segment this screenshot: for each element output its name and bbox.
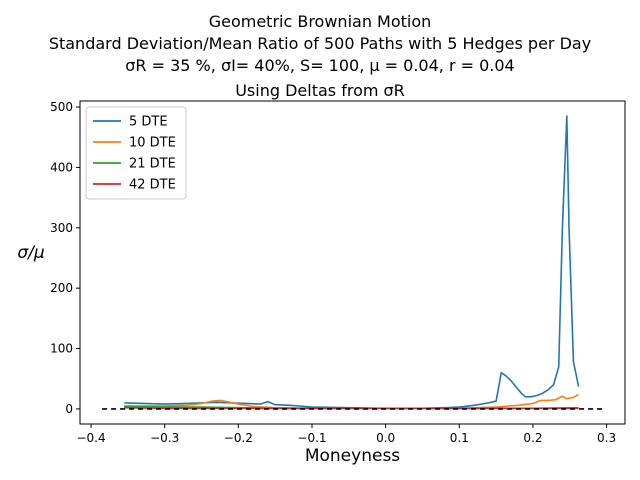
series-line-2 <box>124 393 580 410</box>
x-tick-label: 0.2 <box>523 431 542 445</box>
x-tick-label: 0.0 <box>376 431 395 445</box>
y-tick-label: 200 <box>50 281 73 295</box>
y-tick-label: 100 <box>50 342 73 356</box>
legend: 5 DTE 10 DTE 21 DTE 42 DTE <box>85 106 187 200</box>
chart-title-line-2: Standard Deviation/Mean Ratio of 500 Pat… <box>48 34 592 53</box>
param-sigma-i: σI= 40%, <box>220 56 295 75</box>
param-rest: S= 100, μ = 0.04, r = 0.04 <box>300 56 515 75</box>
x-tick-label: 0.3 <box>597 431 616 445</box>
y-tick-label: 500 <box>50 100 73 114</box>
axes-frame <box>79 100 626 425</box>
param-sigma-r: σR = 35 %, <box>125 56 216 75</box>
legend-label: 21 DTE <box>129 157 176 172</box>
legend-label: 5 DTE <box>129 115 168 130</box>
x-tick-label: −0.4 <box>76 431 105 445</box>
ticks-group: −0.4 −0.3 −0.2 −0.1 0.0 0.1 0.2 0.3 0 100 200 300 40… <box>50 100 616 445</box>
plot-lines-group <box>102 115 603 410</box>
chart-subtitle: Using Deltas from σR <box>235 81 405 100</box>
x-tick-label: −0.2 <box>224 431 253 445</box>
legend-label: 42 DTE <box>129 178 176 193</box>
y-tick-label: 0 <box>65 402 73 416</box>
x-tick-label: −0.3 <box>150 431 179 445</box>
y-tick-label: 400 <box>50 160 73 174</box>
chart-param-line: σR = 35 %, σI= 40%, S= 100, μ = 0.04, r … <box>0 57 640 75</box>
legend-label: 10 DTE <box>129 136 176 151</box>
x-axis-label: Moneyness <box>305 446 400 466</box>
x-tick-label: 0.1 <box>450 431 469 445</box>
legend-box <box>85 106 187 200</box>
y-tick-label: 300 <box>50 221 73 235</box>
series-line-1 <box>124 115 580 410</box>
y-axis-label: σ/μ <box>17 243 45 263</box>
x-tick-label: −0.1 <box>297 431 326 445</box>
chart-title-line-1: Geometric Brownian Motion <box>208 12 432 31</box>
